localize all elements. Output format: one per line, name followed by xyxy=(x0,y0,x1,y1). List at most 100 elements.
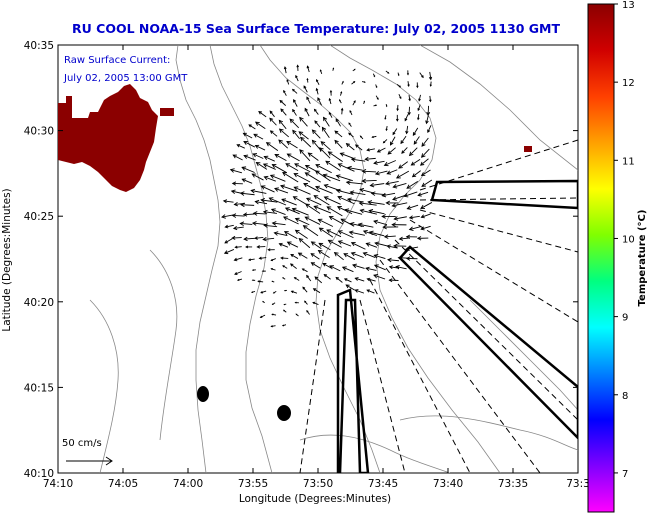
x-tick-label: 74:05 xyxy=(108,478,138,490)
current-arrow xyxy=(254,121,266,130)
current-arrow xyxy=(240,202,255,208)
current-arrow xyxy=(290,253,299,259)
current-arrow xyxy=(328,216,344,225)
current-arrow xyxy=(243,236,255,242)
current-arrow xyxy=(286,79,290,85)
current-arrow xyxy=(361,169,377,174)
x-axis-ticks: 74:10 74:05 74:00 73:55 73:50 73:45 73:40 73:35… xyxy=(43,45,590,490)
map-panel[interactable]: Raw Surface Current: July 02, 2005 13:00… xyxy=(57,44,579,474)
current-arrow xyxy=(256,245,266,249)
overlay-current-time: July 02, 2005 13:00 GMT xyxy=(63,73,188,84)
scale-arrow xyxy=(66,456,113,466)
current-arrow xyxy=(251,269,256,271)
current-arrow xyxy=(395,265,407,270)
current-arrow xyxy=(283,89,287,96)
current-arrow xyxy=(411,170,421,178)
current-arrow xyxy=(400,135,407,145)
current-arrow xyxy=(289,263,297,269)
current-arrow xyxy=(419,158,429,166)
current-arrow xyxy=(396,83,402,88)
current-arrow xyxy=(416,82,419,89)
current-arrow xyxy=(263,223,278,228)
current-arrow xyxy=(385,104,388,108)
current-arrow xyxy=(278,242,289,248)
station-marker-1[interactable] xyxy=(197,386,209,402)
current-arrow xyxy=(348,122,352,127)
current-arrow xyxy=(382,139,388,144)
current-arrow xyxy=(387,147,396,155)
current-arrow xyxy=(236,278,243,281)
current-arrow xyxy=(420,148,430,158)
current-arrow xyxy=(344,208,363,215)
station-marker-2[interactable] xyxy=(277,405,291,421)
current-arrow xyxy=(326,206,343,217)
current-arrow xyxy=(339,152,355,159)
current-arrow xyxy=(255,162,268,170)
current-arrow xyxy=(291,207,309,216)
current-arrow xyxy=(312,288,321,294)
current-arrow xyxy=(340,107,344,115)
colorbar: 13 12 11 10 9 8 7 Temperature (°C) xyxy=(587,0,648,513)
current-arrow xyxy=(231,213,245,218)
current-arrow xyxy=(327,239,342,248)
current-arrow xyxy=(408,215,420,220)
current-arrow xyxy=(317,250,330,259)
current-arrow xyxy=(231,235,242,240)
current-arrow xyxy=(224,238,233,244)
current-arrow xyxy=(258,256,267,260)
current-arrow xyxy=(229,168,243,174)
current-arrow xyxy=(239,221,253,227)
colorbar-tick-label: 13 xyxy=(622,0,635,11)
current-arrow xyxy=(310,241,322,250)
current-arrow xyxy=(280,184,298,192)
current-arrow xyxy=(408,226,422,231)
overlay-current-label: Raw Surface Current: xyxy=(64,55,170,66)
current-arrow xyxy=(251,173,264,181)
current-arrow xyxy=(397,72,400,77)
current-arrow xyxy=(281,324,287,327)
current-arrow xyxy=(329,265,341,272)
current-arrow xyxy=(393,243,407,249)
current-arrow xyxy=(354,277,365,282)
current-arrow xyxy=(419,72,424,79)
current-arrow xyxy=(398,236,410,241)
current-arrow xyxy=(319,147,331,159)
current-arrow xyxy=(376,147,386,153)
current-arrow xyxy=(429,95,432,103)
current-arrow xyxy=(374,170,388,176)
current-arrow xyxy=(323,196,341,205)
current-arrow xyxy=(337,240,352,247)
current-arrow xyxy=(301,268,308,273)
current-arrow xyxy=(345,284,355,291)
x-tick-label: 74:10 xyxy=(43,478,73,490)
current-arrow xyxy=(293,277,300,281)
current-arrow xyxy=(239,191,255,196)
current-arrow xyxy=(292,129,300,140)
current-arrow xyxy=(232,154,243,161)
current-arrow xyxy=(283,66,287,74)
current-arrow xyxy=(232,226,244,231)
current-arrow xyxy=(304,107,310,117)
current-arrow xyxy=(305,197,322,206)
current-arrow xyxy=(320,141,331,151)
surface-current-vectors xyxy=(221,64,433,328)
current-arrow xyxy=(299,116,308,127)
current-arrow xyxy=(234,245,242,249)
current-arrow xyxy=(302,225,319,237)
current-arrow xyxy=(299,136,312,148)
current-arrow xyxy=(408,95,411,102)
current-arrow xyxy=(297,252,308,259)
current-arrow xyxy=(293,173,311,183)
current-arrow xyxy=(223,249,235,255)
current-arrow xyxy=(407,106,411,116)
current-arrow xyxy=(253,133,264,140)
current-arrow xyxy=(407,81,410,88)
current-arrow xyxy=(405,234,418,239)
colorbar-tick-label: 11 xyxy=(622,156,635,167)
current-arrow xyxy=(343,253,356,260)
current-arrow xyxy=(404,246,419,252)
current-arrow xyxy=(298,131,309,140)
current-arrow xyxy=(398,161,408,169)
current-arrow xyxy=(350,251,364,258)
